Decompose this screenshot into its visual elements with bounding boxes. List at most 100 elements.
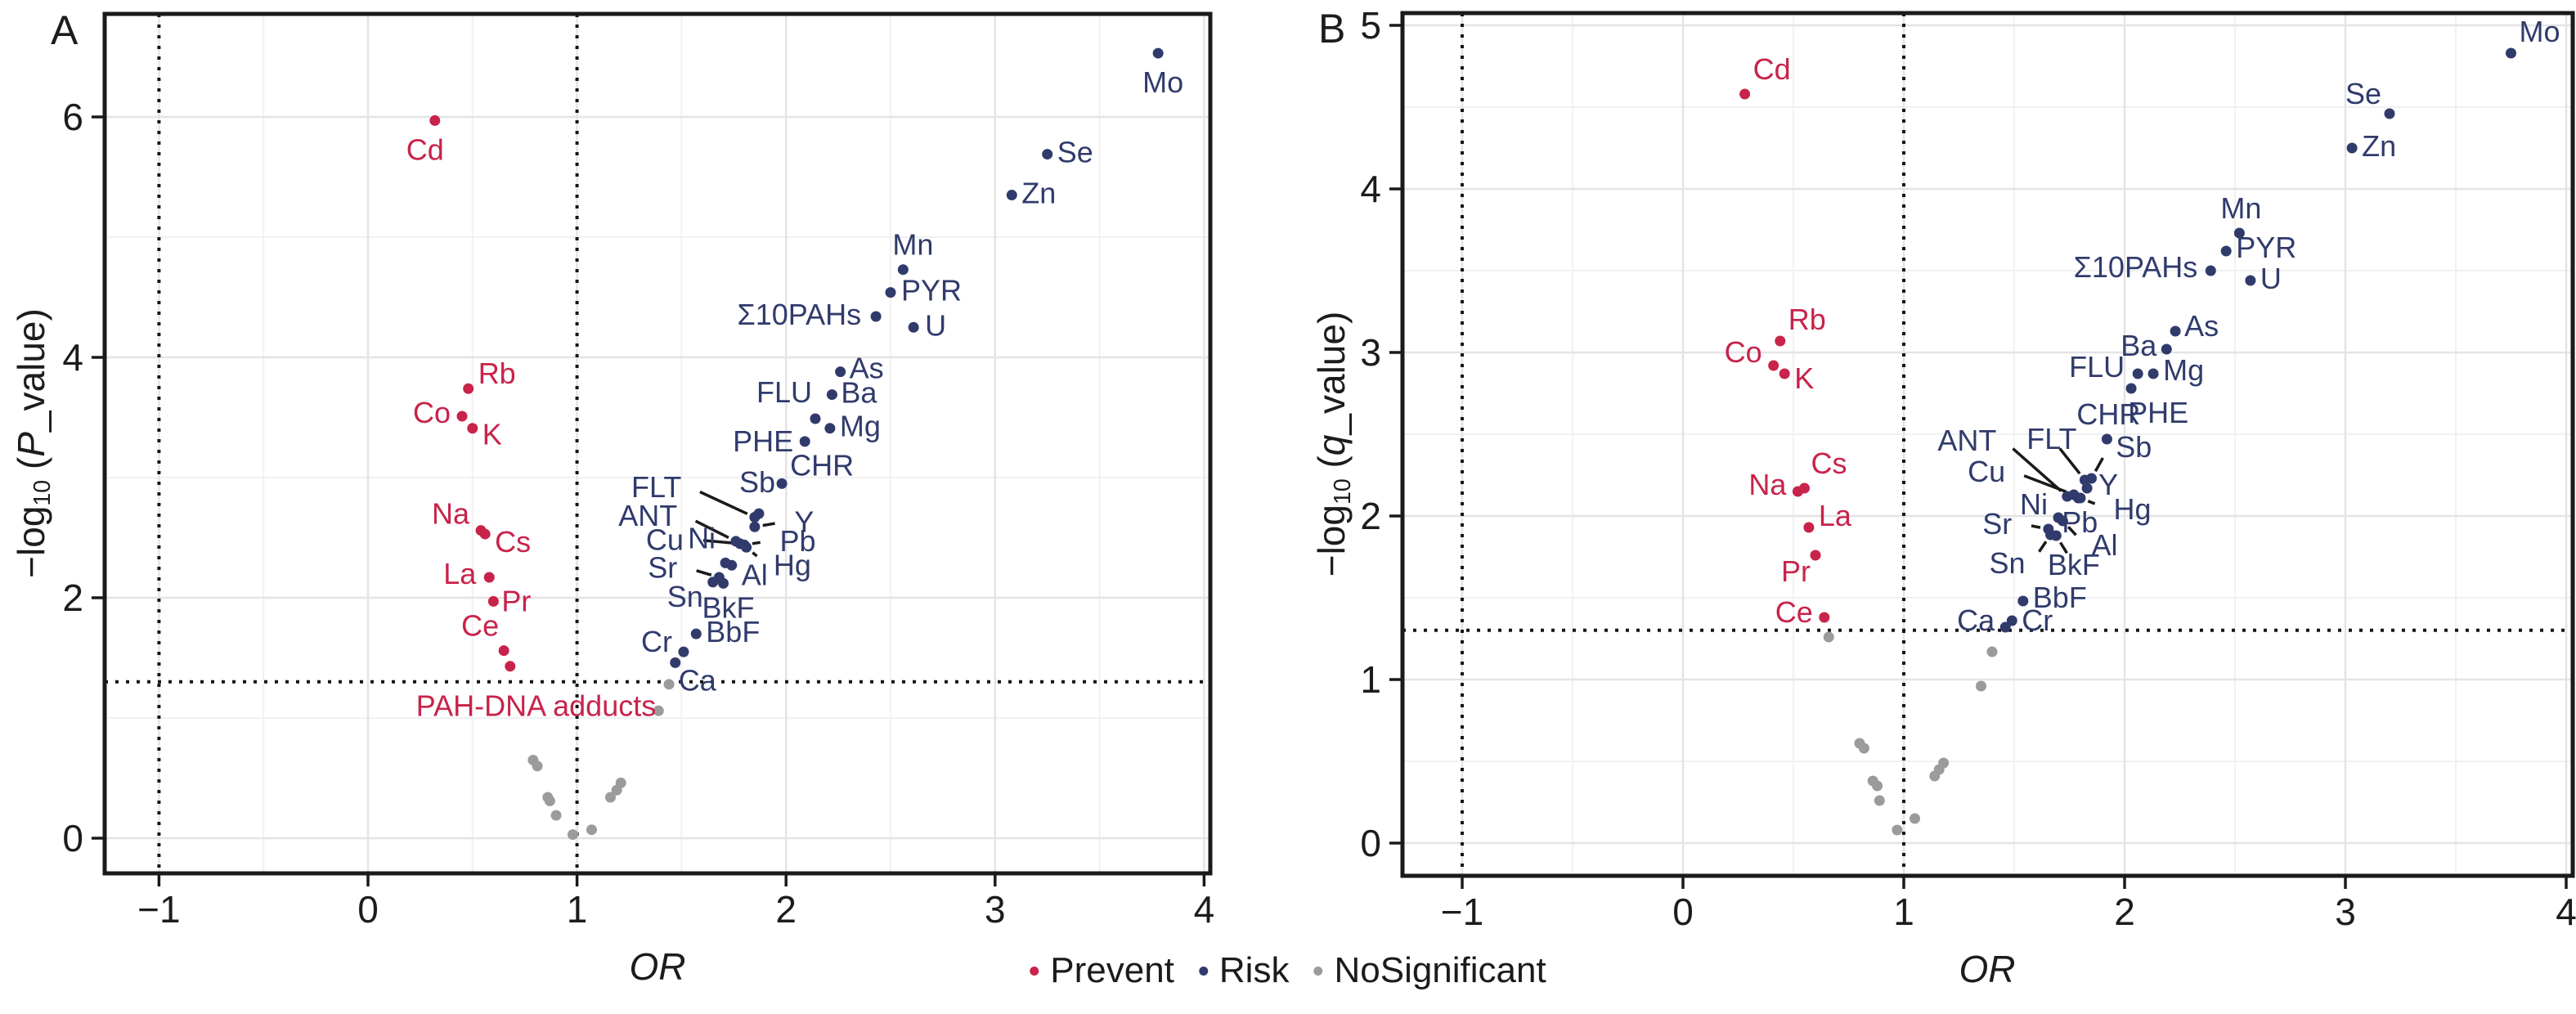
legend-item-prevent: Prevent (1030, 950, 1174, 991)
point-Na (1792, 486, 1803, 497)
point-FLU (810, 413, 821, 424)
point-label-La: La (1819, 499, 1852, 532)
point-Mo (2506, 47, 2516, 59)
point-Ca (670, 657, 681, 668)
point-label-U: U (925, 308, 946, 342)
point-label-As: As (2184, 309, 2219, 343)
label-leader-line (2012, 447, 2062, 492)
point-label-Mn: Mn (892, 228, 933, 262)
x-tick-label: −1 (137, 888, 180, 931)
y-tick-label: 5 (1360, 4, 1381, 47)
point-nosignificant (604, 792, 616, 803)
label-leader-line (696, 569, 712, 577)
point-nosignificant (544, 795, 555, 806)
point-label-Rb: Rb (1788, 303, 1826, 336)
point-label-BkF: BkF (2048, 548, 2100, 581)
x-tick-label: 0 (357, 888, 379, 931)
point-CHR (2101, 433, 2112, 445)
label-leader-line (694, 519, 729, 539)
point-label-Sb: Sb (739, 465, 775, 499)
point-label-Al: Al (742, 558, 768, 591)
point-label-PYR: PYR (901, 274, 962, 307)
point-Ce (498, 645, 509, 657)
label-leader-line (699, 490, 748, 515)
y-label-mid-b: ( (1309, 455, 1353, 479)
point-Co (1768, 360, 1779, 371)
label-leader-line (2031, 524, 2041, 529)
panel-a-y-axis-label: −log10 (P_value) (9, 308, 56, 578)
point-label-BkF: BkF (702, 590, 755, 624)
y-tick-label: 6 (62, 96, 83, 138)
point-Mn (897, 264, 909, 276)
point-Rb (463, 383, 474, 394)
point-label-Pb: Pb (2062, 505, 2098, 539)
point-label-Hg: Hg (774, 548, 811, 581)
point-FLT (2079, 474, 2090, 486)
point-label-La: La (443, 557, 477, 590)
point-Mg (824, 423, 836, 434)
label-leader-line (2067, 526, 2077, 536)
point-K (467, 423, 478, 434)
y-tick-label: 0 (62, 817, 83, 859)
point-Hg (2075, 492, 2086, 504)
y-label-prefix-a: −log (9, 505, 52, 578)
x-tick-label: −1 (1441, 891, 1483, 933)
label-leader-line (2094, 457, 2104, 473)
point-label-Mg: Mg (2163, 353, 2204, 387)
point-Zn (1006, 190, 1017, 201)
point-label-Σ10PAHs: Σ10PAHs (737, 298, 861, 331)
point-Co (456, 411, 468, 422)
point-Pr (487, 595, 499, 607)
point-label-Cu: Cu (1968, 455, 2005, 488)
point-label-Sr: Sr (648, 550, 677, 584)
point-label-K: K (1794, 361, 1814, 395)
y-label-var-a: P (9, 432, 52, 457)
point-label-PAH-DNA adducts: PAH-DNA adducts (416, 689, 656, 722)
x-tick-label: 4 (2556, 891, 2576, 933)
point-label-PHE: PHE (2128, 396, 2188, 429)
panel-a-x-axis-label: OR (629, 945, 686, 988)
point-label-Al: Al (2092, 528, 2118, 562)
y-tick-label: 2 (1360, 495, 1381, 537)
point-PHE (799, 436, 810, 447)
panel-border (1400, 11, 2575, 878)
point-Ba (826, 389, 837, 401)
point-label-Rb: Rb (478, 357, 516, 390)
point-label-Cu: Cu (646, 523, 684, 556)
point-nosignificant (1858, 743, 1869, 754)
point-label-K: K (482, 418, 502, 451)
y-label-tail-b: _value) (1309, 311, 1353, 435)
point-nosignificant (1872, 780, 1883, 792)
point-label-Y: Y (794, 505, 814, 538)
x-tick-label: 2 (775, 888, 797, 931)
point-PYR (885, 287, 896, 298)
point-Se (1042, 149, 1053, 160)
label-leader-line (2058, 447, 2081, 475)
point-label-Na: Na (1748, 468, 1787, 501)
point-label-Ca: Ca (1957, 603, 1995, 637)
point-nosignificant (567, 829, 578, 841)
y-label-mid-a: ( (9, 456, 52, 480)
y-label-sub-a: 10 (29, 479, 56, 506)
point-CHR (776, 478, 788, 489)
point-label-Se: Se (2345, 77, 2381, 110)
point-Rb (1775, 335, 1786, 347)
point-label-Se: Se (1057, 136, 1093, 169)
point-U (2245, 275, 2256, 286)
point-label-Ce: Ce (1775, 595, 1813, 629)
point-Sn (707, 577, 719, 588)
point-Pr (1810, 550, 1821, 561)
label-leader-line (762, 522, 775, 527)
point-label-Pb: Pb (780, 524, 816, 558)
point-BbF (2017, 595, 2029, 607)
point-label-Zn: Zn (2362, 129, 2396, 163)
point-label-As: As (850, 352, 884, 385)
point-label-Ca: Ca (679, 663, 717, 697)
legend-item-risk: Risk (1198, 950, 1289, 991)
panel-border (102, 11, 1213, 876)
point-Al (2057, 515, 2068, 527)
point-Σ10PAHs (870, 311, 882, 322)
point-FLT (749, 512, 761, 523)
point-label-Zn: Zn (1021, 177, 1056, 210)
